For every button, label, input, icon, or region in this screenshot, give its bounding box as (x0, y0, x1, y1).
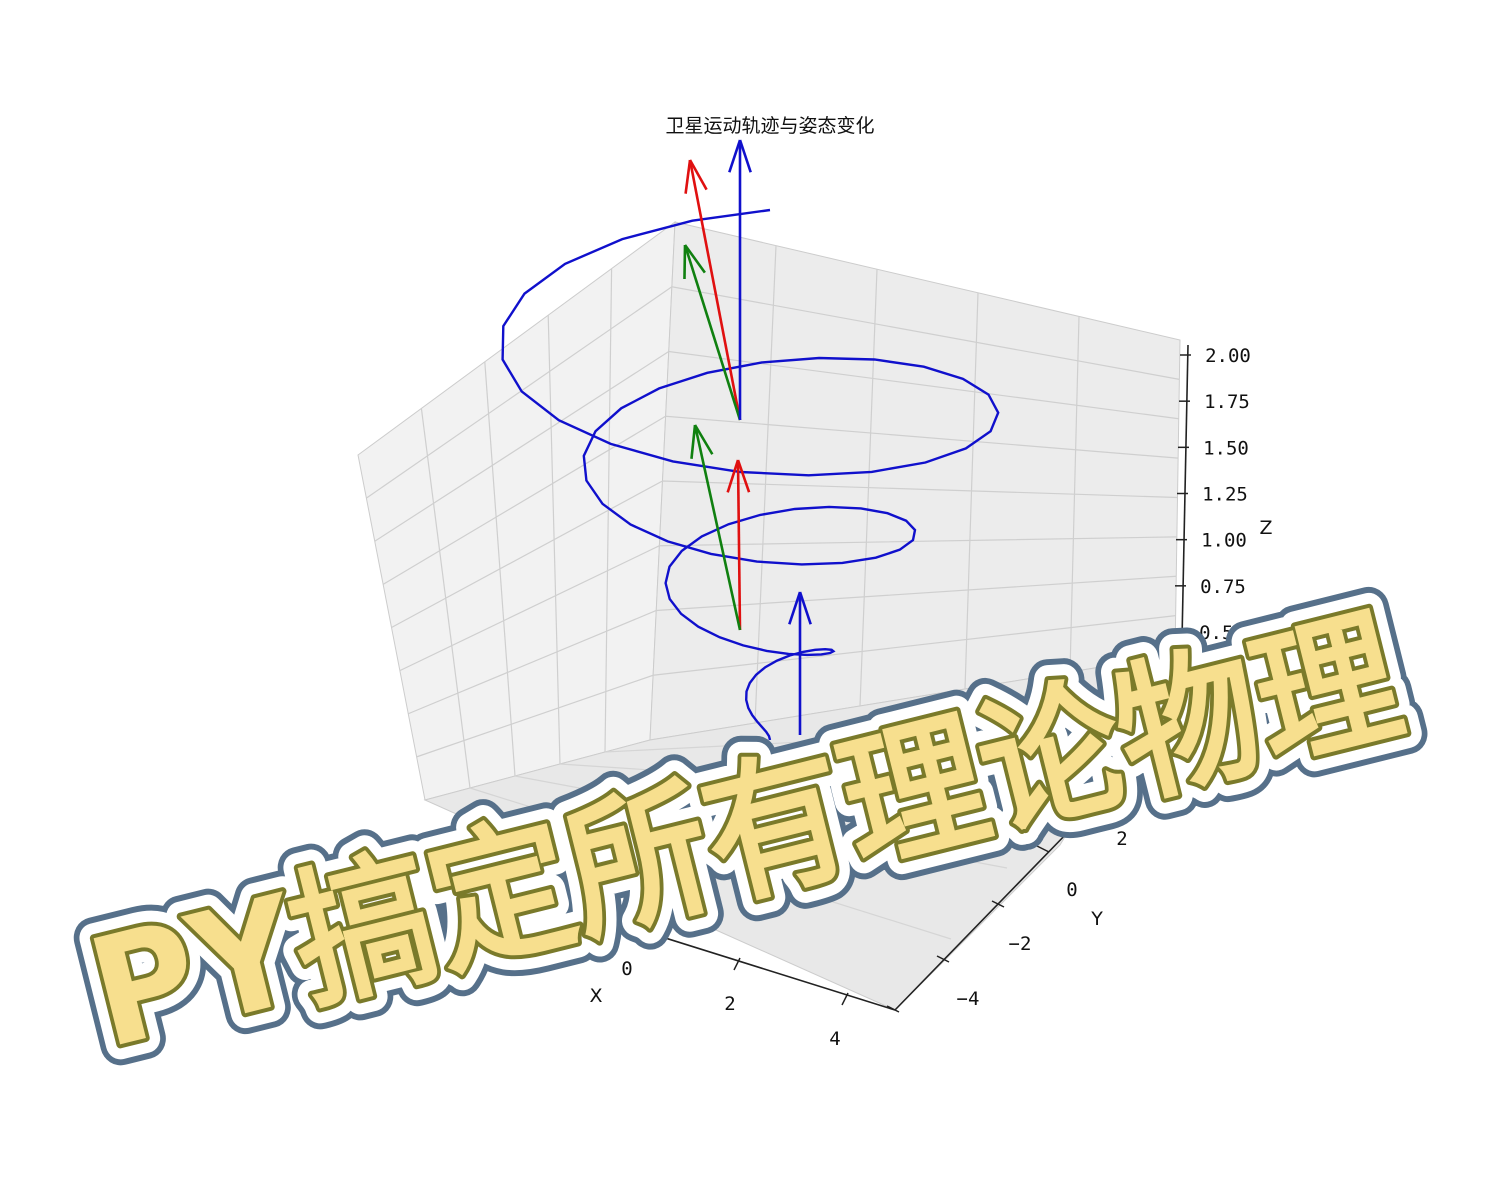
axis-lines (559, 344, 1189, 1011)
floor-pane (423, 654, 1176, 1011)
attitude-x-vector (726, 459, 751, 631)
grid-line-vertical (964, 292, 979, 690)
grid-line-horizontal (416, 615, 1176, 758)
y-tick (886, 1005, 900, 1013)
y-tick-label: 2 (1116, 828, 1127, 850)
y-tick-label: −2 (1009, 933, 1032, 955)
grid-line-horizontal (399, 536, 1177, 672)
tick-marks (623, 354, 1191, 1013)
grid-line-floor (514, 775, 1008, 869)
attitude-vectors (683, 139, 812, 735)
grid-line-floor (559, 763, 1064, 798)
grid-line-vertical (484, 361, 516, 777)
z-tick-label: 0.75 (1200, 576, 1246, 598)
x-axis-line (559, 904, 896, 1011)
back-left-pane (357, 220, 676, 801)
trajectory-series (501, 208, 1000, 741)
grid-line-floor (604, 725, 1120, 753)
chart-title: 卫星运动轨迹与姿态变化 (665, 115, 874, 137)
attitude-y-vector (690, 424, 742, 631)
z-axis-label: Z (1259, 517, 1272, 539)
grid-line-vertical (547, 315, 561, 765)
grid-line-horizontal (366, 286, 1180, 499)
z-tick-label: 1.50 (1203, 437, 1249, 459)
z-tick-label: 2.00 (1205, 345, 1251, 367)
y-tick-label: −4 (957, 988, 980, 1010)
y-tick (1036, 845, 1050, 853)
grid-line-horizontal (391, 480, 1178, 629)
y-tick (936, 955, 950, 963)
grid-line-vertical (604, 268, 613, 753)
grid-line-horizontal (382, 415, 1179, 585)
grid-line-vertical (859, 269, 878, 707)
tick-labels: 2.00 1.75 1.50 1.25 1.00 0.75 0.50 2 0 −2 −4 0 2 4 (621, 345, 1251, 1050)
z-axis-line (1181, 344, 1189, 641)
z-tick-label: 1.00 (1201, 530, 1247, 552)
grid-line-horizontal (408, 575, 1177, 715)
attitude-z-vector (728, 139, 752, 420)
x-tick (733, 957, 741, 971)
grid-lines (366, 245, 1180, 940)
grid-line-floor (469, 787, 952, 940)
grid-line-horizontal (374, 350, 1179, 542)
x-tick-label: 4 (829, 1028, 840, 1050)
z-tick-label: 1.75 (1204, 391, 1250, 413)
x-tick (623, 923, 631, 937)
attitude-x-vector (684, 159, 742, 421)
y-tick-label: 0 (1066, 879, 1077, 901)
y-tick (991, 900, 1005, 908)
x-tick (841, 992, 849, 1006)
y-axis-label: Y (1090, 908, 1103, 930)
z-tick-label: 0.50 (1199, 622, 1245, 644)
attitude-z-vector (788, 591, 812, 735)
x-axis-label: X (589, 985, 602, 1007)
attitude-y-vector (683, 244, 742, 421)
x-tick-label: 0 (621, 958, 632, 980)
z-tick-label: 1.25 (1202, 484, 1248, 506)
trajectory-line (501, 208, 1000, 741)
y-axis-line (894, 829, 1071, 1011)
grid-line-vertical (1069, 316, 1080, 673)
x-tick-label: 2 (724, 993, 735, 1015)
grid-line-vertical (420, 408, 471, 789)
grid-line-vertical (754, 245, 777, 724)
axes-panes (357, 220, 1181, 1011)
